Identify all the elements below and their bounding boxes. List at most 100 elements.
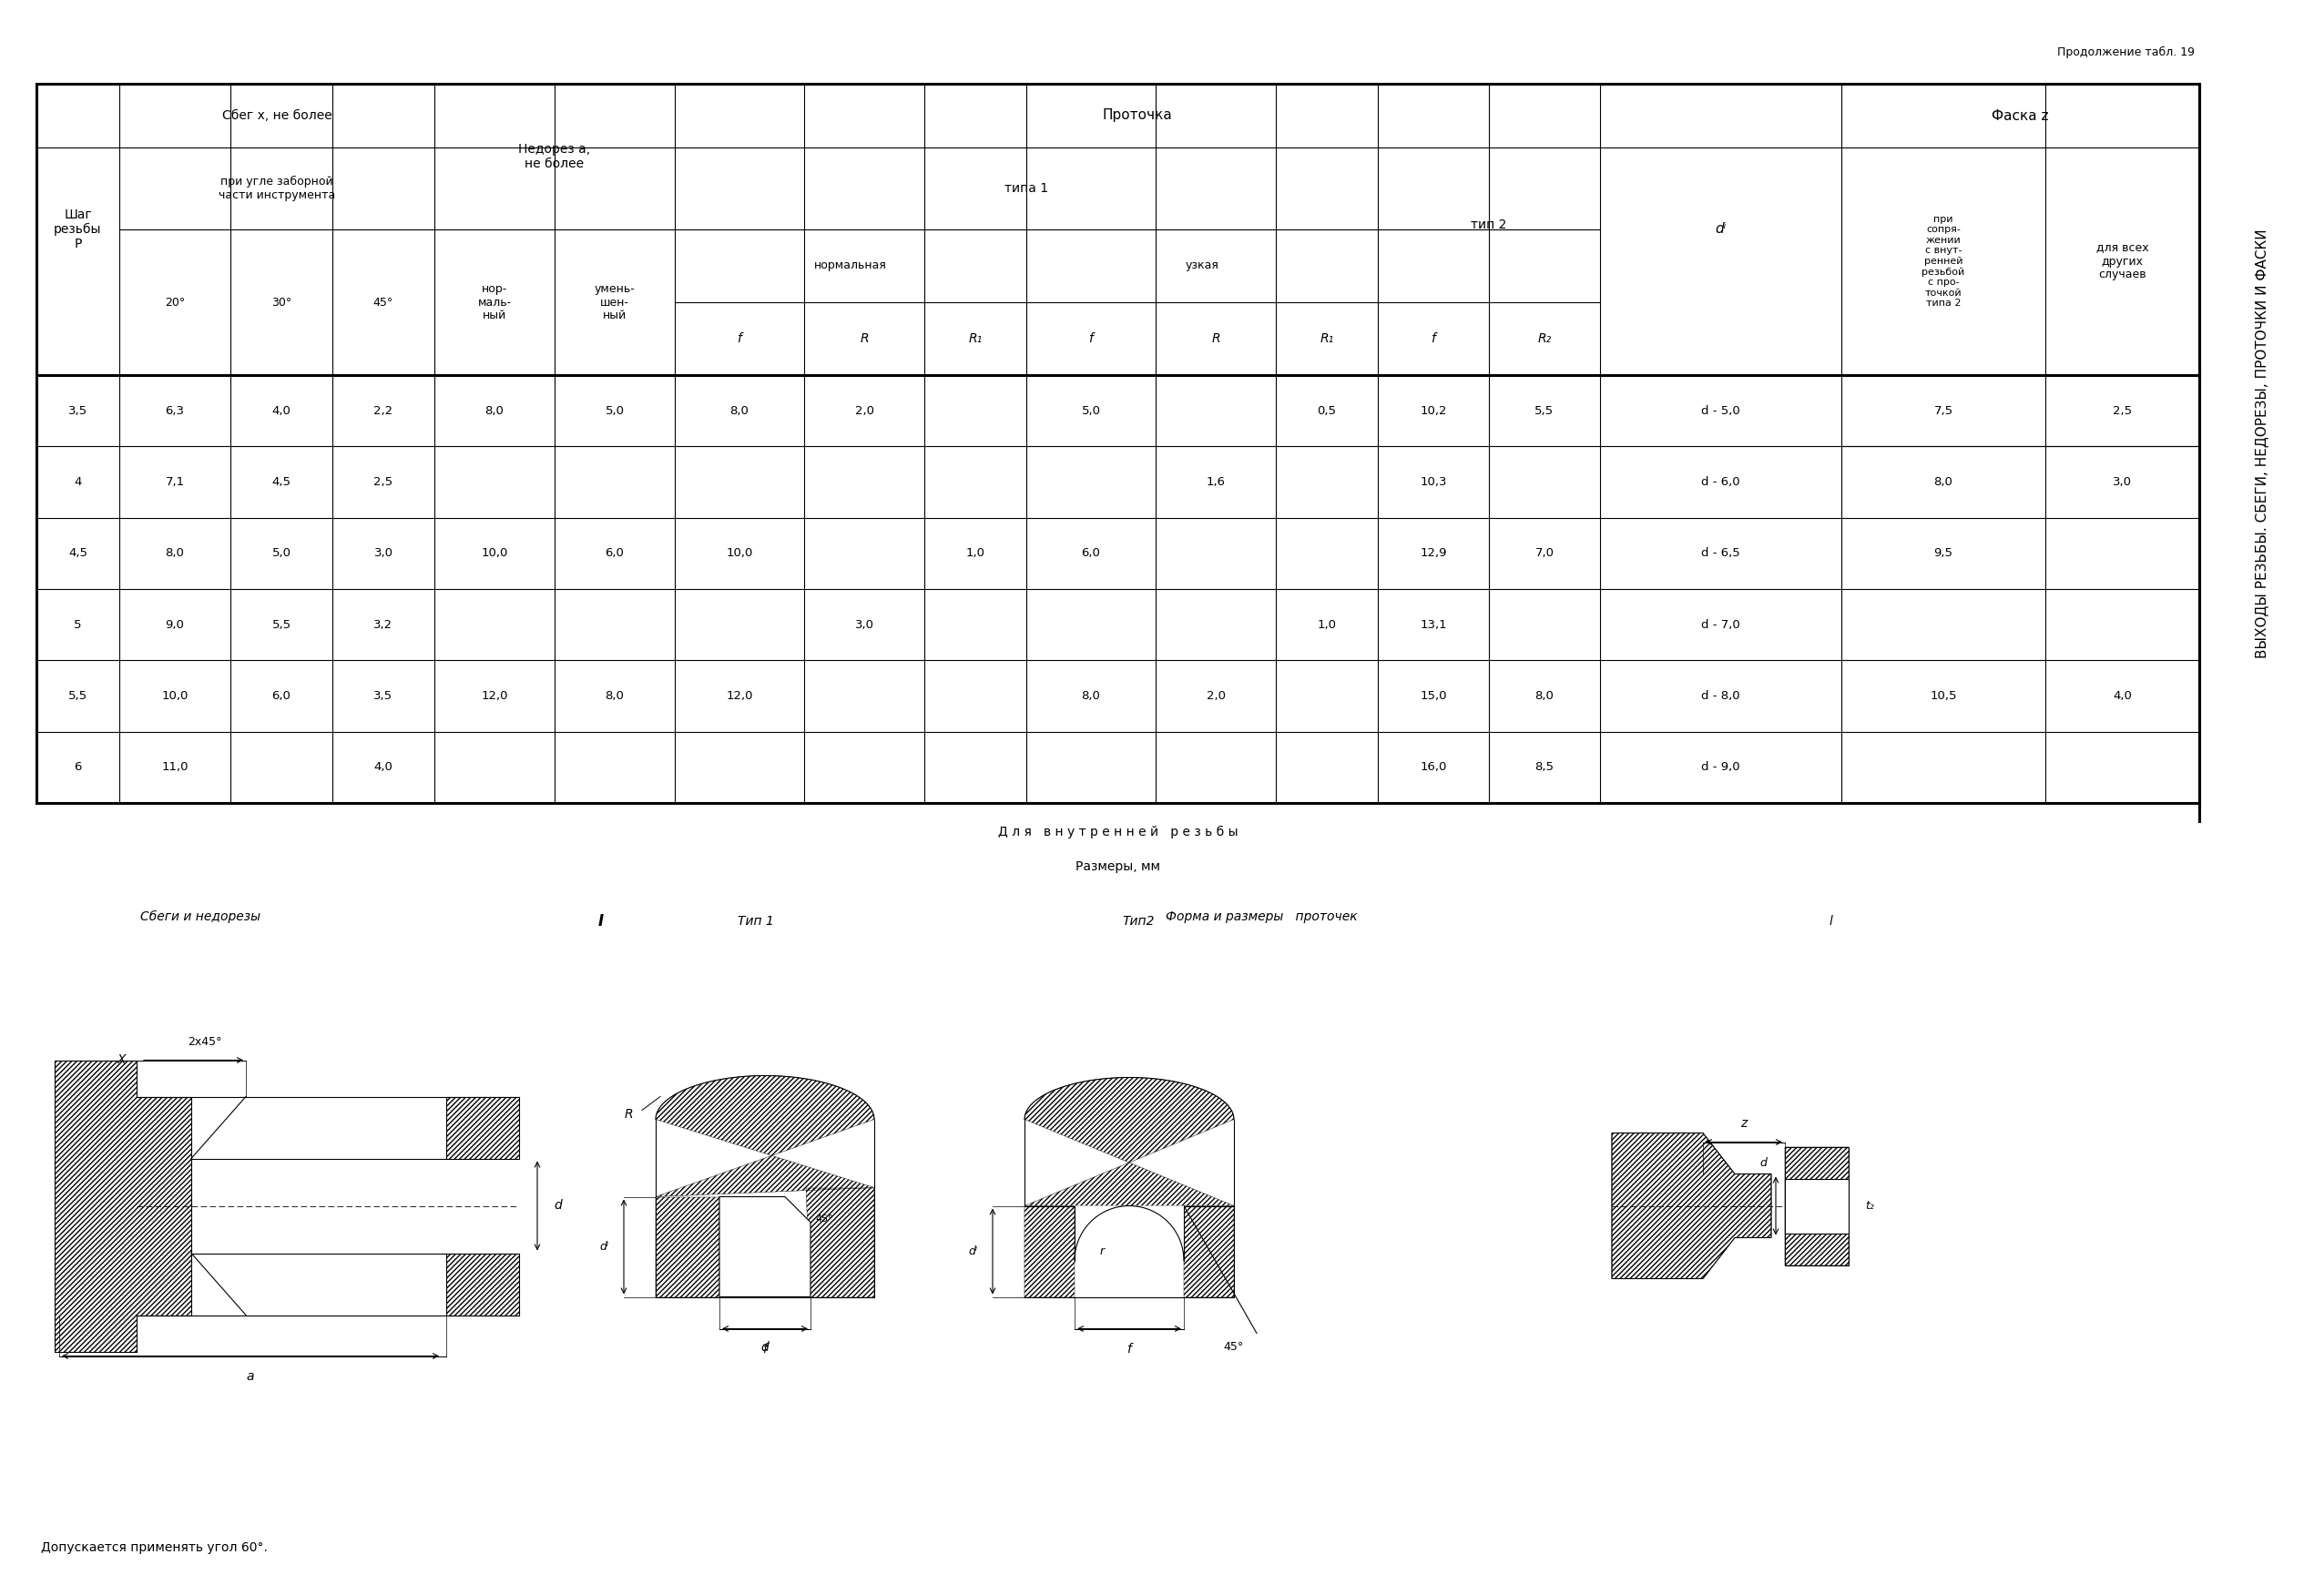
- Text: Проточка: Проточка: [1102, 108, 1171, 123]
- Text: 11,0: 11,0: [160, 761, 188, 774]
- Text: 4,0: 4,0: [374, 761, 393, 774]
- Text: 2,0: 2,0: [1206, 691, 1225, 702]
- Polygon shape: [1025, 1206, 1074, 1297]
- Text: dⁱ: dⁱ: [600, 1241, 609, 1252]
- Text: Продолжение табл. 19: Продолжение табл. 19: [2057, 46, 2194, 59]
- Text: при
сопря-
жении
с внут-
ренней
резьбой
с про-
точкой
типа 2: при сопря- жении с внут- ренней резьбой …: [1922, 214, 1964, 308]
- Text: 2,0: 2,0: [855, 405, 874, 416]
- Text: 3,0: 3,0: [855, 619, 874, 630]
- Text: 10,0: 10,0: [725, 547, 753, 560]
- Text: z: z: [1741, 1118, 1748, 1131]
- Text: Сбеги и недорезы: Сбеги и недорезы: [139, 911, 260, 924]
- Text: 6,0: 6,0: [272, 691, 290, 702]
- Text: 13,1: 13,1: [1420, 619, 1448, 630]
- Text: 12,0: 12,0: [725, 691, 753, 702]
- Text: 45°: 45°: [374, 297, 393, 308]
- Text: 5,0: 5,0: [604, 405, 625, 416]
- Text: 8,5: 8,5: [1534, 761, 1555, 774]
- Text: типа 1: типа 1: [1004, 182, 1048, 195]
- Text: d - 7,0: d - 7,0: [1701, 619, 1741, 630]
- Text: 10,0: 10,0: [160, 691, 188, 702]
- Text: 8,0: 8,0: [1534, 691, 1555, 702]
- Text: Шаг
резьбы
P: Шаг резьбы P: [53, 209, 102, 250]
- Text: ВЫХОДЫ РЕЗЬБЫ. СБЕГИ, НЕДОРЕЗЫ, ПРОТОЧКИ И ФАСКИ: ВЫХОДЫ РЕЗЬБЫ. СБЕГИ, НЕДОРЕЗЫ, ПРОТОЧКИ…: [2254, 228, 2268, 659]
- Text: 8,0: 8,0: [730, 405, 748, 416]
- Text: 9,5: 9,5: [1934, 547, 1952, 560]
- Text: 8,0: 8,0: [1934, 477, 1952, 488]
- Text: 20°: 20°: [165, 297, 186, 308]
- Text: 1,0: 1,0: [967, 547, 985, 560]
- Text: d: d: [553, 1199, 562, 1212]
- Text: 10,5: 10,5: [1929, 691, 1957, 702]
- Text: 0,5: 0,5: [1318, 405, 1336, 416]
- Text: 3,0: 3,0: [2113, 477, 2131, 488]
- Text: Форма и размеры   проточек: Форма и размеры проточек: [1167, 911, 1357, 924]
- Text: 2x45°: 2x45°: [188, 1037, 223, 1048]
- Polygon shape: [720, 1196, 811, 1297]
- Text: 4,0: 4,0: [2113, 691, 2131, 702]
- Text: узкая: узкая: [1185, 260, 1218, 271]
- Text: Сбег x, не более: Сбег x, не более: [221, 108, 332, 121]
- Text: для всех
других
случаев: для всех других случаев: [2096, 242, 2147, 281]
- Text: d - 5,0: d - 5,0: [1701, 405, 1741, 416]
- Text: 7,1: 7,1: [165, 477, 184, 488]
- Text: d - 9,0: d - 9,0: [1701, 761, 1741, 774]
- Text: 3,0: 3,0: [374, 547, 393, 560]
- Text: нор-
маль-
ный: нор- маль- ный: [479, 282, 511, 322]
- Polygon shape: [446, 1254, 518, 1314]
- Text: 12,0: 12,0: [481, 691, 509, 702]
- Text: R₁: R₁: [1320, 332, 1334, 345]
- Text: r: r: [1099, 1246, 1104, 1257]
- Text: d - 6,5: d - 6,5: [1701, 547, 1741, 560]
- Text: 1,6: 1,6: [1206, 477, 1225, 488]
- Polygon shape: [1613, 1132, 1771, 1279]
- Polygon shape: [655, 1088, 874, 1297]
- Text: f: f: [1088, 332, 1092, 345]
- Text: 45°: 45°: [816, 1215, 832, 1223]
- Text: 30°: 30°: [272, 297, 290, 308]
- Text: 6,3: 6,3: [165, 405, 184, 416]
- Text: t₂: t₂: [1866, 1199, 1873, 1212]
- Text: тип 2: тип 2: [1471, 219, 1506, 231]
- Text: 5,0: 5,0: [272, 547, 290, 560]
- Text: Недорез a,
не более: Недорез a, не более: [518, 144, 590, 171]
- Text: d: d: [760, 1340, 769, 1353]
- Text: R: R: [1211, 332, 1220, 345]
- Text: 1,0: 1,0: [1318, 619, 1336, 630]
- Text: Тип2: Тип2: [1122, 916, 1155, 928]
- Text: 5: 5: [74, 619, 81, 630]
- Text: 6,0: 6,0: [1081, 547, 1102, 560]
- Text: Фаска z: Фаска z: [1992, 108, 2050, 123]
- Text: 10,2: 10,2: [1420, 405, 1448, 416]
- Text: dⁱ: dⁱ: [1715, 223, 1727, 236]
- Text: a: a: [246, 1370, 253, 1383]
- Polygon shape: [1183, 1206, 1234, 1297]
- Text: 7,0: 7,0: [1534, 547, 1555, 560]
- Text: d: d: [1759, 1156, 1766, 1169]
- Text: 10,0: 10,0: [481, 547, 509, 560]
- Text: 4,5: 4,5: [272, 477, 290, 488]
- Polygon shape: [1785, 1179, 1848, 1233]
- Text: 3,2: 3,2: [374, 619, 393, 630]
- Text: Допускается применять угол 60°.: Допускается применять угол 60°.: [42, 1541, 267, 1554]
- Text: 7,5: 7,5: [1934, 405, 1952, 416]
- Text: 3,5: 3,5: [67, 405, 88, 416]
- Text: 5,0: 5,0: [1081, 405, 1102, 416]
- Text: 2,2: 2,2: [374, 405, 393, 416]
- Text: 8,0: 8,0: [486, 405, 504, 416]
- Text: l: l: [1829, 916, 1831, 928]
- Text: 6,0: 6,0: [604, 547, 625, 560]
- Text: 10,3: 10,3: [1420, 477, 1448, 488]
- Text: d - 6,0: d - 6,0: [1701, 477, 1741, 488]
- Polygon shape: [1785, 1147, 1848, 1265]
- Text: 2,5: 2,5: [2113, 405, 2131, 416]
- Text: 4,0: 4,0: [272, 405, 290, 416]
- Text: R₁: R₁: [737, 1209, 748, 1220]
- Text: 6: 6: [74, 761, 81, 774]
- Text: X: X: [116, 1054, 125, 1067]
- Text: 4: 4: [74, 477, 81, 488]
- Text: f: f: [1432, 332, 1436, 345]
- Text: при угле заборной
части инструмента: при угле заборной части инструмента: [218, 175, 335, 201]
- Text: 5,5: 5,5: [272, 619, 290, 630]
- Text: умень-
шен-
ный: умень- шен- ный: [595, 282, 634, 322]
